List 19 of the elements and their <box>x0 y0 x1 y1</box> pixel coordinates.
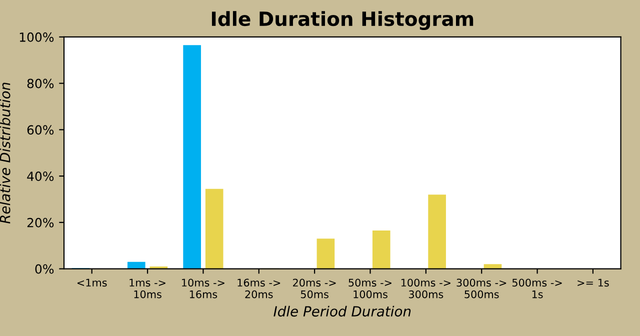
y-tick-label: 80% <box>27 78 54 88</box>
y-axis-title: Relative Distribution <box>0 82 10 224</box>
x-tick-label: 50ms -> 100ms <box>348 278 392 298</box>
x-tick-label: 20ms -> 50ms <box>293 278 336 298</box>
chart-title: Idle Duration Histogram <box>212 11 474 30</box>
y-tick-label: 60% <box>27 125 54 135</box>
y-tick-label: 40% <box>27 172 54 181</box>
x-tick-label: 16ms -> 20ms <box>238 278 280 298</box>
x-tick-label: >= 1s <box>578 278 609 287</box>
x-tick-label: 300ms -> 500ms <box>456 278 506 298</box>
y-tick-label: 100% <box>20 32 54 42</box>
x-tick-label: 10ms -> 16ms <box>182 278 224 298</box>
x-axis-title: Idle Period Duration <box>274 306 411 317</box>
x-tick-label: 100ms -> 300ms <box>401 278 450 298</box>
x-tick-label: 1ms -> 10ms <box>130 278 166 298</box>
y-tick-label: 20% <box>27 218 54 228</box>
x-tick-label: <1ms <box>77 278 107 287</box>
x-tick-label: 500ms -> 1s <box>512 278 562 298</box>
y-tick-label: 0% <box>35 264 54 274</box>
